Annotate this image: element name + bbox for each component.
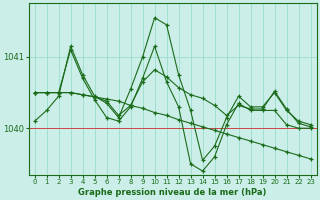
X-axis label: Graphe pression niveau de la mer (hPa): Graphe pression niveau de la mer (hPa) bbox=[78, 188, 267, 197]
